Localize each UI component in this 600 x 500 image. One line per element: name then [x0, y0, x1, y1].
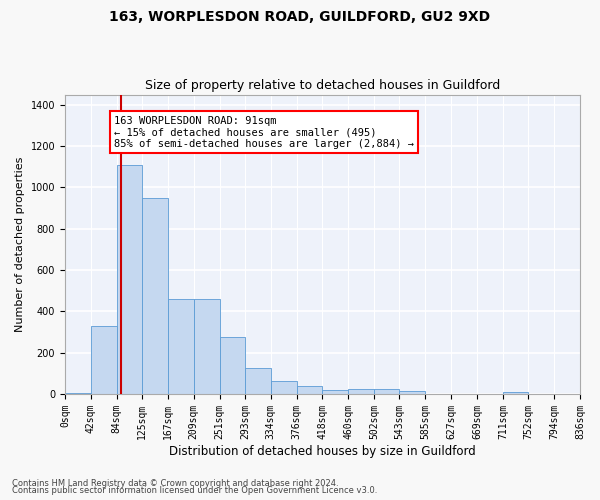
Bar	[503, 392, 528, 394]
Bar	[116, 165, 142, 394]
Bar	[142, 198, 168, 394]
Bar	[220, 337, 245, 394]
X-axis label: Distribution of detached houses by size in Guildford: Distribution of detached houses by size …	[169, 444, 476, 458]
Text: Contains HM Land Registry data © Crown copyright and database right 2024.: Contains HM Land Registry data © Crown c…	[12, 478, 338, 488]
Bar	[271, 380, 296, 394]
Bar	[194, 299, 220, 394]
Text: 163, WORPLESDON ROAD, GUILDFORD, GU2 9XD: 163, WORPLESDON ROAD, GUILDFORD, GU2 9XD	[109, 10, 491, 24]
Y-axis label: Number of detached properties: Number of detached properties	[15, 156, 25, 332]
Text: Contains public sector information licensed under the Open Government Licence v3: Contains public sector information licen…	[12, 486, 377, 495]
Text: 163 WORPLESDON ROAD: 91sqm
← 15% of detached houses are smaller (495)
85% of sem: 163 WORPLESDON ROAD: 91sqm ← 15% of deta…	[114, 116, 414, 148]
Bar	[400, 392, 425, 394]
Bar	[349, 390, 374, 394]
Bar	[374, 390, 400, 394]
Bar	[65, 393, 91, 394]
Title: Size of property relative to detached houses in Guildford: Size of property relative to detached ho…	[145, 79, 500, 92]
Bar	[168, 299, 194, 394]
Bar	[296, 386, 322, 394]
Bar	[245, 368, 271, 394]
Bar	[322, 390, 349, 394]
Bar	[91, 326, 116, 394]
